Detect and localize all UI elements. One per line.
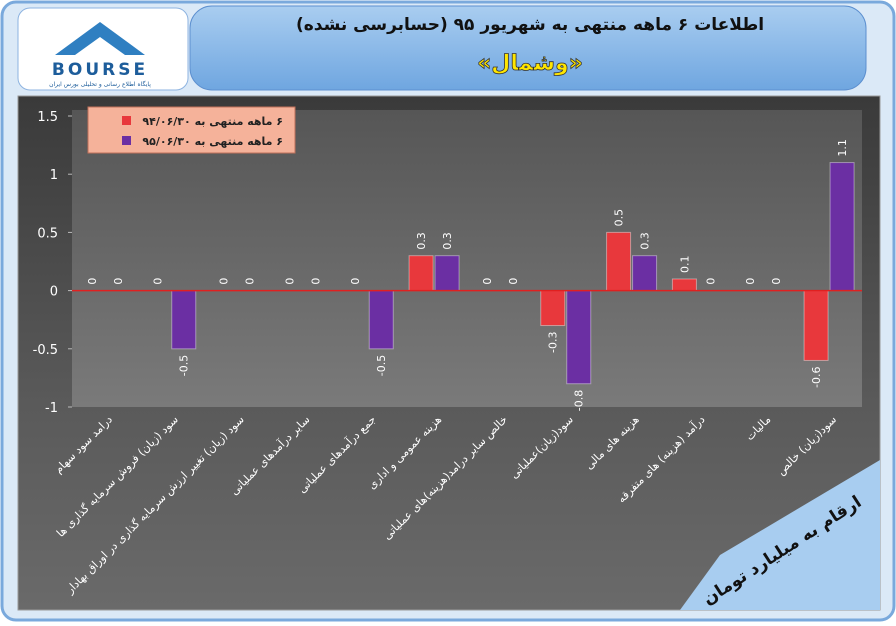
value-label: 0	[481, 278, 494, 285]
value-label: 0	[507, 278, 520, 285]
bar	[606, 231, 632, 292]
value-label: 0.5	[613, 209, 626, 227]
value-label: 0.3	[441, 232, 454, 250]
value-label: 0	[218, 278, 231, 285]
logo-tagline: پایگاه اطلاع رسانی و تحلیلی بورس ایران	[49, 80, 151, 88]
bar	[566, 290, 592, 385]
value-label: 0	[112, 278, 125, 285]
chart-title: اطلاعات ۶ ماهه منتهی به شهریور ۹۵ (حسابر…	[296, 15, 764, 35]
value-label: 0.1	[678, 255, 691, 273]
note-band	[680, 460, 880, 610]
value-label: 0	[244, 278, 257, 285]
y-tick-label: 1.5	[37, 110, 58, 125]
legend-box	[87, 106, 296, 154]
value-label: 0	[86, 278, 99, 285]
logo-icon	[55, 22, 145, 55]
bar	[829, 162, 855, 292]
header	[189, 5, 867, 91]
bar	[368, 290, 394, 350]
bar	[171, 290, 197, 350]
value-label: 0	[770, 278, 783, 285]
chart-subtitle: «وشمال»	[477, 51, 583, 76]
value-label: -0.6	[810, 366, 823, 387]
y-tick-label: 0.5	[37, 226, 58, 241]
legend-swatch	[122, 136, 131, 145]
logo-text: BOURSE	[52, 60, 148, 80]
legend-label: ۶ ماهه منتهی به ۹۵/۰۶/۳۰	[142, 135, 283, 148]
value-label: -0.3	[547, 332, 560, 353]
value-label: 0	[309, 278, 322, 285]
value-label: 0	[152, 278, 165, 285]
bar	[632, 255, 658, 292]
bar	[671, 278, 697, 292]
y-tick-label: -0.5	[33, 343, 58, 358]
logo-box	[17, 7, 189, 91]
y-tick-label: 1	[50, 168, 58, 183]
value-label: 1.1	[836, 139, 849, 157]
value-label: 0.3	[639, 232, 652, 250]
y-tick-label: 0	[50, 285, 58, 300]
value-label: 0	[704, 278, 717, 285]
value-label: -0.5	[375, 355, 388, 376]
bar	[803, 290, 829, 361]
value-label: 0	[744, 278, 757, 285]
y-tick-label: -1	[45, 401, 58, 416]
legend-label: ۶ ماهه منتهی به ۹۴/۰۶/۳۰	[142, 115, 283, 128]
plot-area	[72, 110, 862, 407]
value-label: -0.8	[573, 390, 586, 411]
value-label: 0.3	[415, 232, 428, 250]
bar	[408, 255, 434, 292]
bar	[434, 255, 460, 292]
value-label: 0	[349, 278, 362, 285]
value-label: 0	[283, 278, 296, 285]
value-label: -0.5	[178, 355, 191, 376]
legend-swatch	[122, 116, 131, 125]
bar	[540, 290, 566, 327]
